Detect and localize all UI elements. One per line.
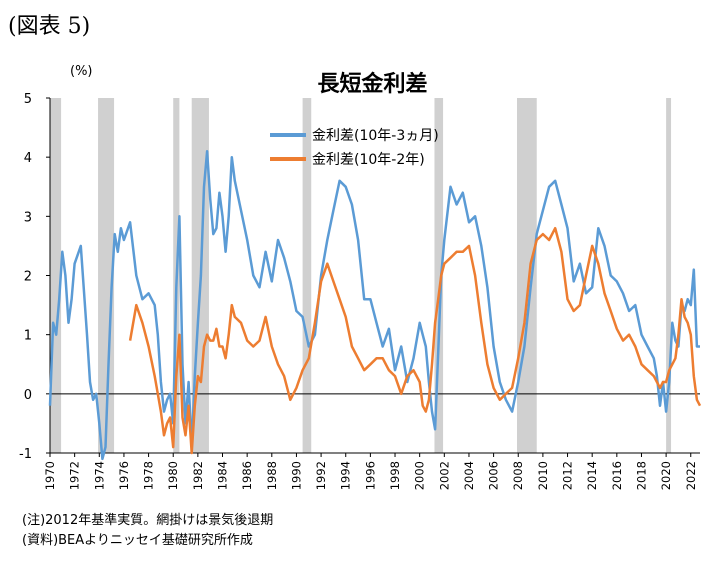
series-lines	[48, 150, 702, 461]
y-tick-label: 3	[24, 210, 32, 225]
footnote-note: (注)2012年基準実質。網掛けは景気後退期	[22, 513, 274, 528]
y-tick-label: 0	[24, 388, 32, 403]
x-tick-label: 1986	[240, 461, 254, 490]
y-axis-unit: (%)	[70, 64, 93, 79]
footnotes: (注)2012年基準実質。網掛けは景気後退期 (資料)BEAよりニッセイ基礎研究…	[22, 511, 273, 551]
footnote-source: (資料)BEAよりニッセイ基礎研究所作成	[22, 533, 253, 548]
legend: 金利差(10年-3ヵ月) 金利差(10年-2年)	[270, 123, 439, 171]
x-tick-label: 2010	[536, 461, 550, 490]
x-tick-label: 1990	[289, 461, 303, 490]
x-tick-label: 1984	[216, 461, 230, 490]
x-tick-label: 1972	[68, 461, 82, 490]
series-line-2	[128, 226, 702, 455]
recession-band	[50, 98, 62, 453]
y-tick-label: 5	[24, 92, 32, 107]
x-tick-label: 1982	[191, 461, 205, 490]
legend-label-series1: 金利差(10年-3ヵ月)	[312, 128, 439, 144]
series-line-1	[48, 150, 700, 461]
x-tick-label: 1980	[166, 461, 180, 490]
x-tick-label: 1992	[314, 461, 328, 490]
x-tick-label: 2020	[659, 461, 673, 490]
chart-title: 長短金利差	[317, 72, 428, 97]
x-tick-label: 2000	[413, 461, 427, 490]
x-tick-label: 2008	[511, 461, 525, 490]
legend-swatch-series2	[270, 157, 306, 161]
x-tick-label: 1998	[388, 461, 402, 490]
legend-item-series2: 金利差(10年-2年)	[270, 147, 439, 171]
y-tick-label: 1	[24, 329, 32, 344]
recession-band	[517, 98, 537, 453]
x-tick-label: 1974	[92, 461, 106, 490]
x-tick-label: 2022	[684, 461, 698, 490]
y-tick-label: -1	[19, 447, 32, 462]
x-tick-label: 2004	[462, 461, 476, 490]
figure-label: (図表 5)	[8, 14, 91, 39]
x-tick-label: 1994	[339, 461, 353, 490]
x-tick-label: 1970	[43, 461, 57, 490]
x-tick-label: 2012	[561, 461, 575, 490]
tick-labels: -1 0 1 2 3 4 5 1970 1972 1974 1976 1978 1980 1982 1984…	[19, 92, 698, 490]
y-tick-label: 2	[24, 270, 32, 285]
x-tick-label: 2018	[634, 461, 648, 490]
legend-item-series1: 金利差(10年-3ヵ月)	[270, 123, 439, 147]
recession-band	[666, 98, 672, 453]
legend-swatch-series1	[270, 133, 306, 137]
x-tick-label: 2006	[487, 461, 501, 490]
y-tick-label: 4	[24, 151, 32, 166]
recession-band	[302, 98, 312, 453]
legend-label-series2: 金利差(10年-2年)	[312, 152, 425, 168]
x-tick-label: 2014	[585, 461, 599, 490]
recession-band	[434, 98, 444, 453]
x-tick-label: 1996	[363, 461, 377, 490]
x-tick-label: 2002	[437, 461, 451, 490]
x-tick-label: 1976	[117, 461, 131, 490]
recession-band	[98, 98, 115, 453]
x-tick-label: 1978	[142, 461, 156, 490]
x-tick-label: 1988	[265, 461, 279, 490]
x-tick-label: 2016	[610, 461, 624, 490]
